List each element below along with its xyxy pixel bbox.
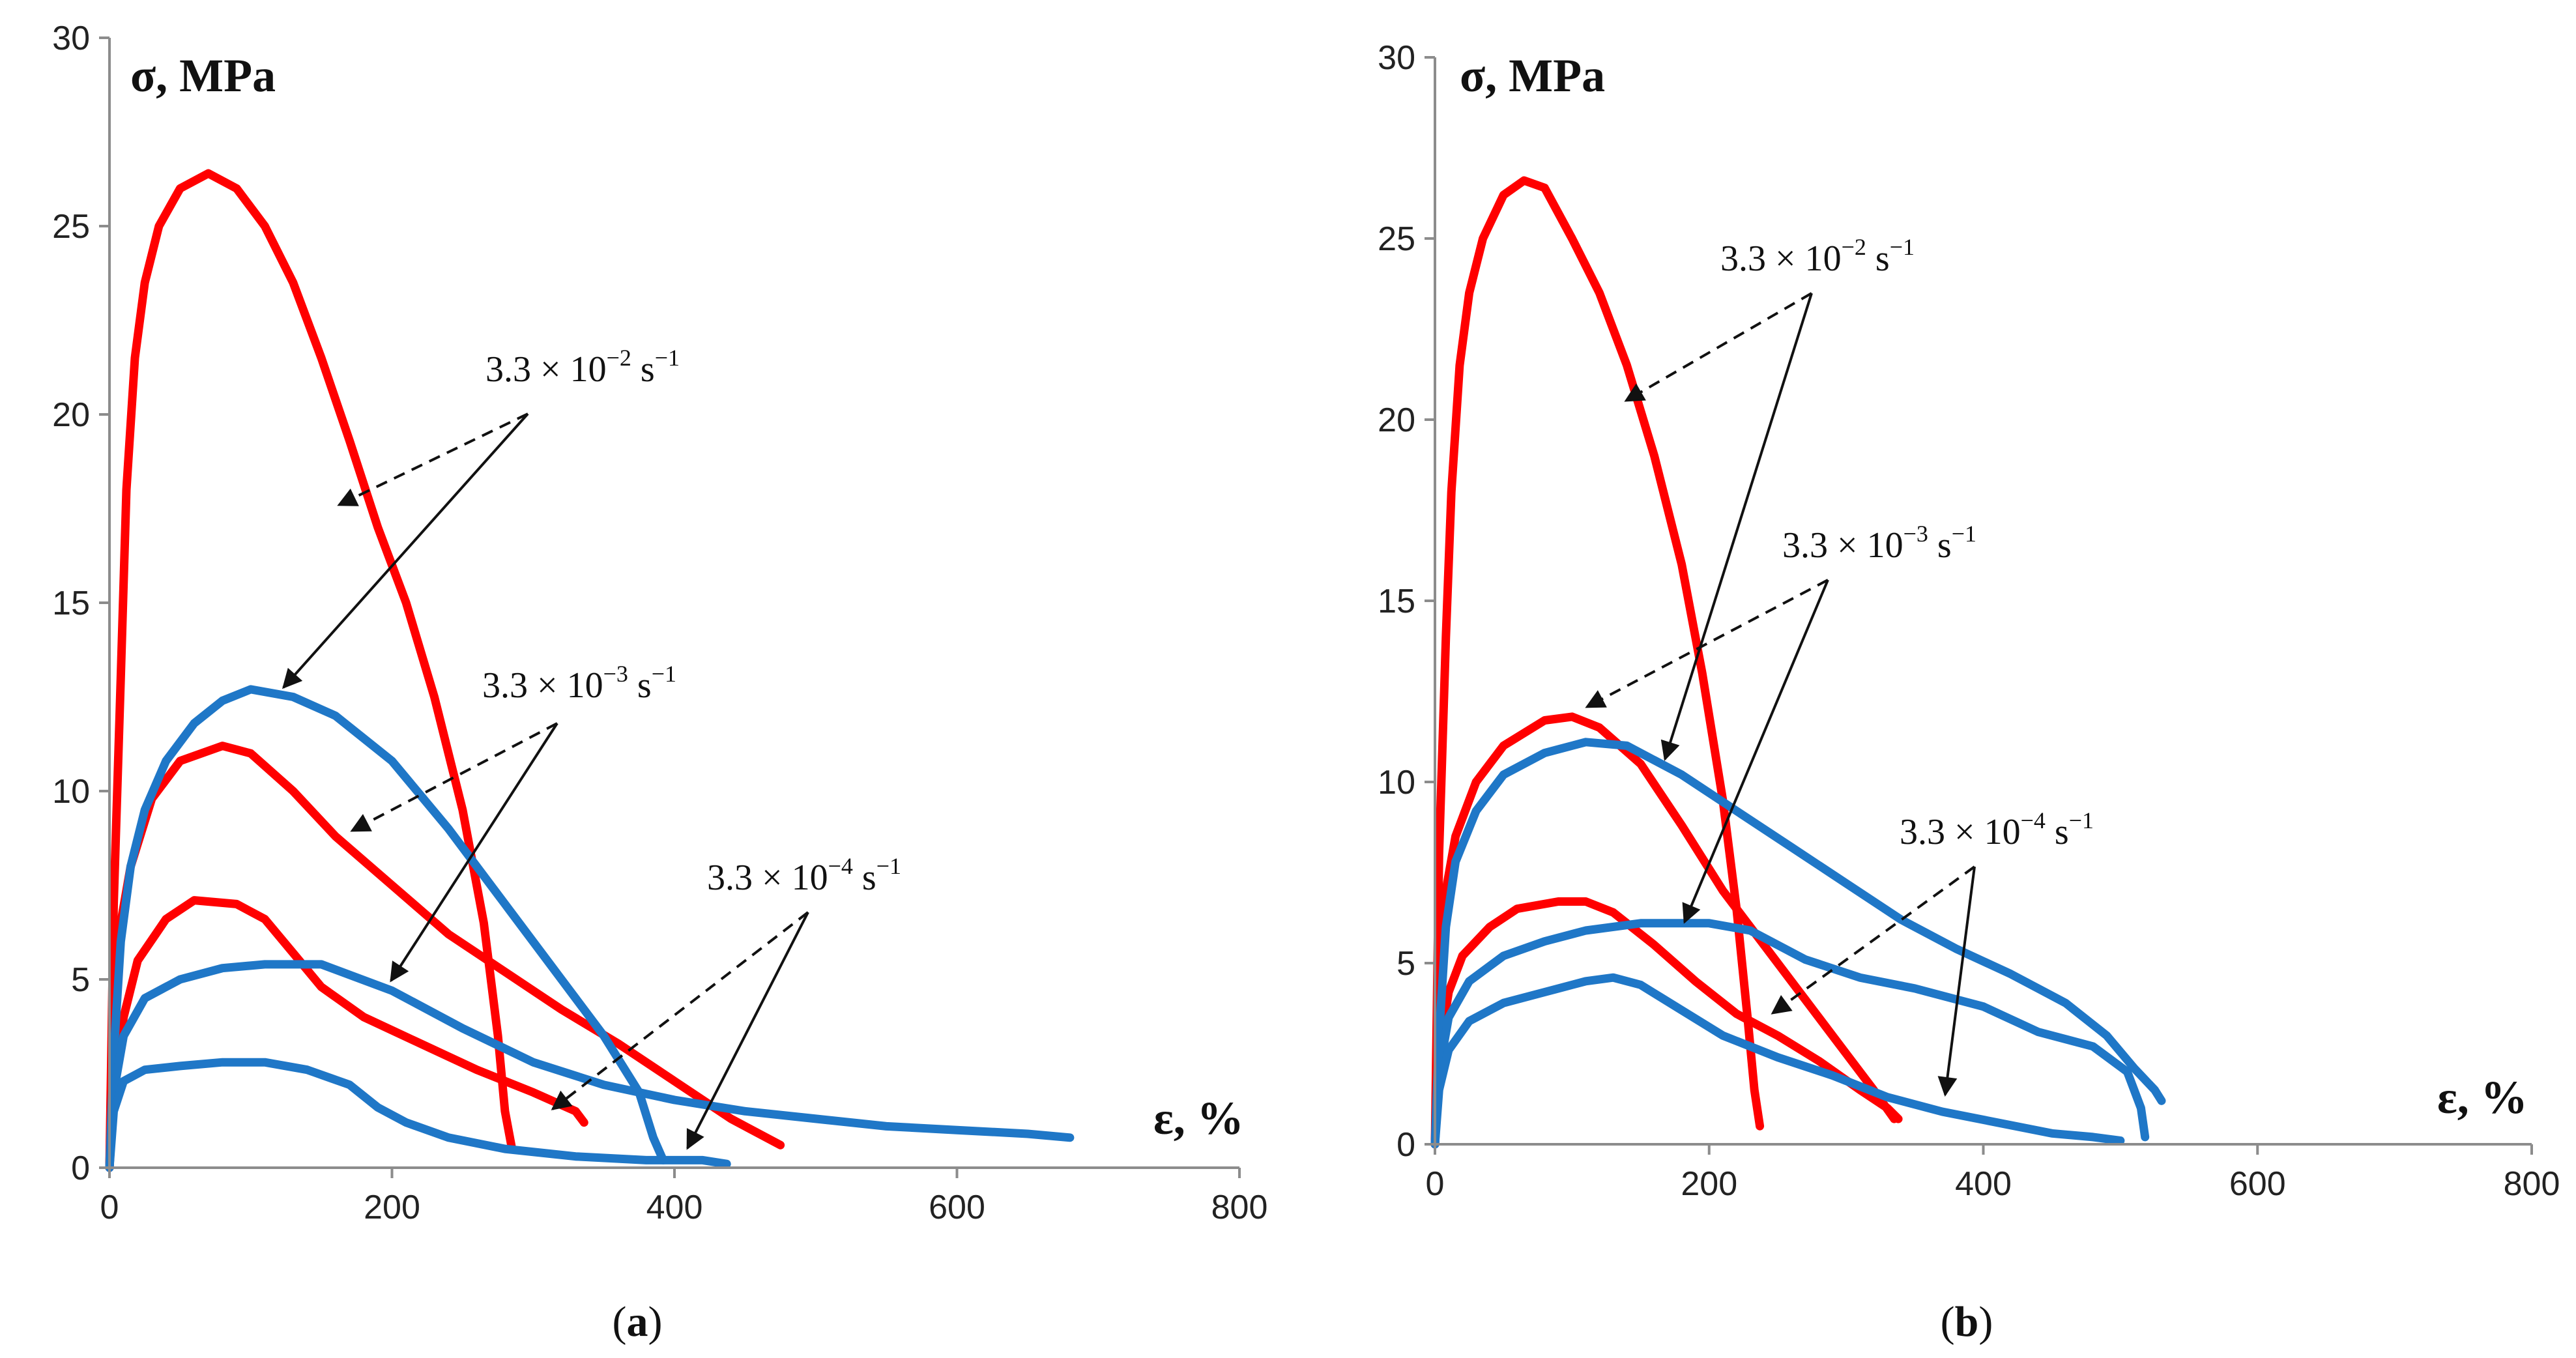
panel-b-label-letter: b: [1955, 1298, 1979, 1346]
panel-b: 0 200 400 600 800 0 5 10 15 20 25 30 σ, MPa ε, % 3.…: [1378, 39, 2560, 1346]
panel-b-y-tick-label: 15: [1378, 583, 1415, 620]
panel-b-rate-arrow-dashed-1: [1624, 292, 1813, 402]
rate-label-exponent: −3: [603, 661, 628, 687]
panel-b-y-axis-title: σ, MPa: [1460, 50, 1605, 102]
rate-label-base: 3.3 × 10: [485, 349, 607, 390]
rate-label-unit-exponent: −1: [655, 345, 680, 371]
panel-a-y-tick-label: 5: [71, 961, 90, 999]
panel-a-x-tick-label: 600: [929, 1189, 985, 1226]
panel-a-series-blue-curve-4: [105, 685, 668, 1172]
panel-b-rate-arrow-dashed-2: [1585, 579, 1829, 708]
panel-b-x-tick-label: 200: [1681, 1165, 1737, 1203]
rate-label-base: 3.3 × 10: [707, 858, 828, 898]
panel-a-rate-label-3: 3.3 × 10−4 s−1: [707, 853, 901, 898]
rate-label-base: 3.3 × 10: [1900, 812, 2021, 852]
panel-b-series-red-curve-1: [1430, 176, 1765, 1149]
panel-b-series-blue-curve-5: [1430, 919, 2150, 1149]
rate-label-unit: s: [1928, 525, 1952, 566]
panel-a-series-blue-curve-6: [105, 1058, 731, 1172]
rate-label-unit: s: [1866, 238, 1890, 279]
panel-b-x-tick-label: 800: [2504, 1165, 2560, 1203]
panel-a-rate-label-1: 3.3 × 10−2 s−1: [485, 345, 680, 390]
rate-label-base: 3.3 × 10: [1720, 238, 1842, 279]
panel-b-rate-arrow-solid-1: [1660, 293, 1813, 761]
panel-b-series-red-curve-2: [1430, 712, 1899, 1149]
panel-a: 0 200 400 600 800 0 5 10 15 20 25 30 σ, MPa ε, % 3.…: [52, 20, 1267, 1346]
panel-a-x-tick-label: 200: [364, 1189, 420, 1226]
rate-label-exponent: −3: [1903, 521, 1928, 547]
panel-b-rate-label-3: 3.3 × 10−4 s−1: [1900, 807, 2094, 852]
rate-label-unit-exponent: −1: [652, 661, 676, 687]
panel-a-rate-label-2: 3.3 × 10−3 s−1: [482, 661, 676, 706]
panel-b-label: (b): [1941, 1298, 1993, 1346]
panel-a-x-tick-label: 800: [1211, 1189, 1268, 1226]
rate-label-unit-exponent: −1: [1890, 234, 1915, 260]
panel-a-rate-arrow-solid-3: [686, 912, 809, 1150]
panel-b-label-open: (: [1941, 1298, 1955, 1346]
panel-a-y-tick-label: 20: [52, 396, 90, 434]
panel-b-annotations: 3.3 × 10−2 s−13.3 × 10−3 s−13.3 × 10−4 s…: [1585, 234, 2094, 1097]
panel-b-series-blue-curve-4: [1430, 738, 2166, 1149]
panel-b-y-tick-label: 30: [1378, 39, 1415, 77]
panel-b-rate-label-1: 3.3 × 10−2 s−1: [1720, 234, 1915, 279]
panel-b-series-blue-curve-6: [1430, 973, 2125, 1149]
panel-b-label-close: ): [1978, 1298, 1993, 1346]
panel-a-rate-arrow-dashed-3: [551, 911, 809, 1110]
panel-a-label-open: (: [613, 1298, 627, 1346]
panel-b-y-tick-label: 25: [1378, 220, 1415, 258]
rate-label-unit: s: [2046, 812, 2069, 852]
panel-a-rate-arrow-solid-2: [390, 722, 558, 983]
panel-a-label: (a): [613, 1298, 663, 1346]
panel-b-x-tick-label: 400: [1955, 1165, 2012, 1203]
rate-label-exponent: −2: [607, 345, 631, 371]
panel-a-axes: [108, 38, 1239, 1169]
panel-b-rate-arrow-solid-3: [1937, 866, 1976, 1097]
panel-b-ticks: 0 200 400 600 800 0 5 10 15 20 25 30: [1378, 39, 2560, 1203]
panel-b-x-tick-label: 0: [1426, 1165, 1445, 1203]
panel-b-series: [1430, 176, 2166, 1149]
panel-a-series-red-curve-3: [105, 896, 588, 1172]
panel-a-x-tick-label: 400: [646, 1189, 703, 1226]
panel-a-label-close: ): [648, 1298, 663, 1346]
panel-a-y-axis-title: σ, MPa: [130, 50, 276, 102]
panel-a-series-blue-curve-5: [105, 960, 1075, 1172]
rate-label-exponent: −2: [1842, 234, 1866, 260]
panel-b-x-axis-title: ε, %: [2437, 1071, 2528, 1123]
panel-a-rate-arrow-dashed-1: [337, 412, 528, 506]
rate-label-base: 3.3 × 10: [1782, 525, 1903, 566]
panel-b-x-tick-label: 600: [2229, 1165, 2286, 1203]
panel-b-y-tick-label: 20: [1378, 401, 1415, 439]
panel-b-y-tick-label: 0: [1397, 1126, 1415, 1164]
rate-label-unit-exponent: −1: [876, 853, 901, 879]
panel-a-y-tick-label: 15: [52, 585, 90, 622]
panel-b-rate-arrow-dashed-3: [1771, 865, 1976, 1015]
rate-label-unit: s: [628, 665, 652, 706]
panel-a-series: [105, 169, 1075, 1172]
rate-label-unit-exponent: −1: [1952, 521, 1976, 547]
panel-b-y-tick-label: 5: [1397, 945, 1415, 983]
panel-a-ticks: 0 200 400 600 800 0 5 10 15 20 25 30: [52, 20, 1267, 1226]
rate-label-exponent: −4: [828, 853, 853, 879]
panel-a-label-letter: a: [627, 1298, 648, 1346]
rate-label-base: 3.3 × 10: [482, 665, 603, 706]
panel-a-rate-arrow-solid-1: [282, 412, 529, 689]
panel-a-y-tick-label: 30: [52, 20, 90, 57]
panel-b-rate-label-2: 3.3 × 10−3 s−1: [1782, 521, 1976, 566]
panel-a-y-tick-label: 0: [71, 1149, 90, 1187]
rate-label-exponent: −4: [2021, 807, 2046, 833]
panel-a-y-tick-label: 25: [52, 208, 90, 246]
panel-b-rate-arrow-solid-2: [1682, 579, 1829, 924]
panel-b-series-red-curve-3: [1430, 897, 1903, 1149]
panel-a-x-axis-title: ε, %: [1153, 1092, 1244, 1144]
rate-label-unit: s: [631, 349, 655, 390]
panel-a-y-tick-label: 10: [52, 773, 90, 811]
panel-a-x-tick-label: 0: [100, 1189, 119, 1226]
panel-a-annotations: 3.3 × 10−2 s−13.3 × 10−3 s−13.3 × 10−4 s…: [282, 345, 901, 1150]
rate-label-unit: s: [853, 858, 876, 898]
panel-b-y-tick-label: 10: [1378, 764, 1415, 802]
rate-label-unit-exponent: −1: [2069, 807, 2094, 833]
